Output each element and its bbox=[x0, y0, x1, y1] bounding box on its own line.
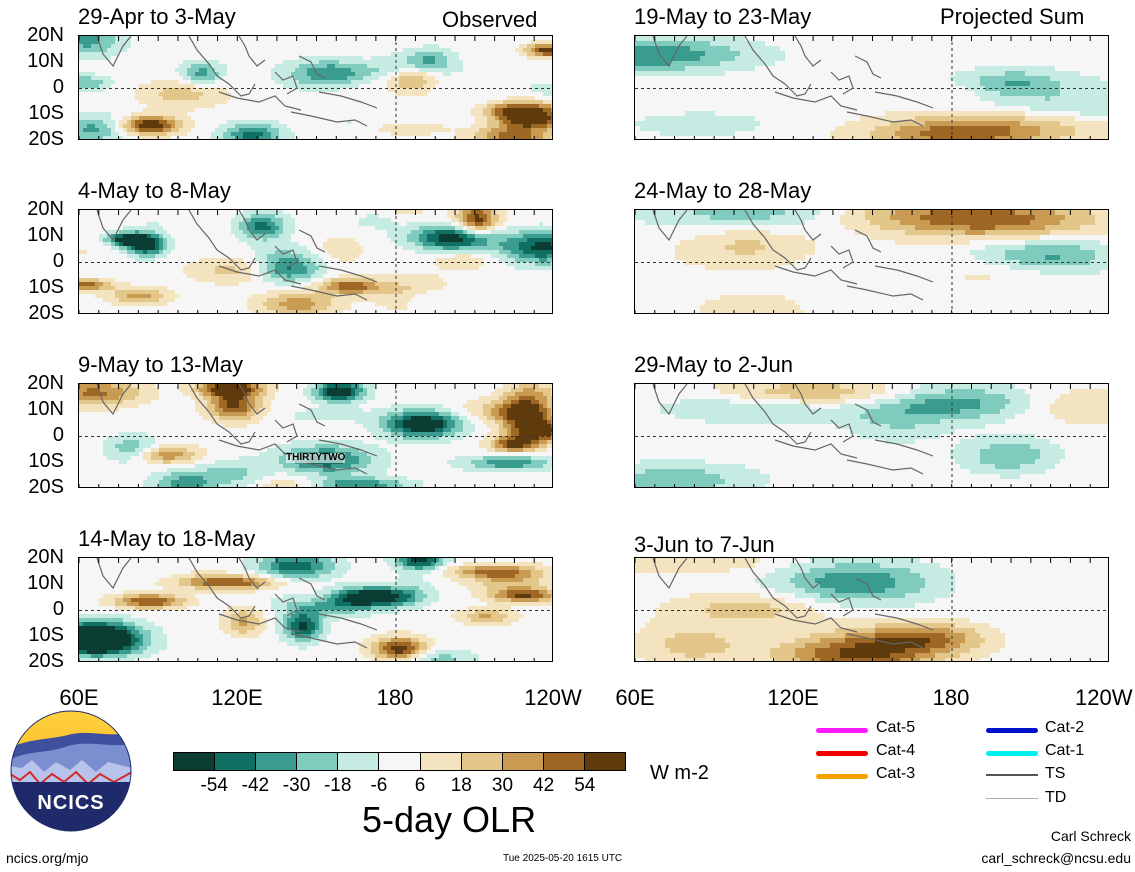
map-panel-observed-2 bbox=[78, 209, 553, 314]
colorbar-swatch bbox=[501, 753, 543, 770]
ncics-logo-text: NCICS bbox=[37, 792, 105, 814]
panel-title-8: 3-Jun to 7-Jun bbox=[634, 532, 775, 557]
footer-email[interactable]: carl_schreck@ncsu.edu bbox=[981, 850, 1131, 866]
lat-label-10n-row3: 10N bbox=[27, 398, 64, 420]
colorbar-tick-label: -18 bbox=[323, 775, 352, 796]
colorbar-swatch bbox=[378, 753, 420, 770]
colorbar-tick-label: 54 bbox=[574, 775, 596, 796]
lat-label-10s-row1: 10S bbox=[28, 102, 64, 124]
map-panel-projected-4 bbox=[634, 557, 1109, 662]
legend-label-cat1: Cat-1 bbox=[1045, 742, 1085, 759]
legend-line-cat1 bbox=[986, 751, 1038, 756]
lon-label-120e-right: 120E bbox=[767, 685, 819, 710]
colorbar-swatch bbox=[296, 753, 338, 770]
legend-label-cat2: Cat-2 bbox=[1045, 719, 1085, 736]
lat-label-10n-row1: 10N bbox=[27, 50, 64, 72]
lat-label-20s-row2: 20S bbox=[28, 302, 64, 324]
colorbar-tick-label: -30 bbox=[282, 775, 311, 796]
colorbar-swatch bbox=[214, 753, 256, 770]
lat-label-10s-row4: 10S bbox=[28, 624, 64, 646]
lat-label-20s-row4: 20S bbox=[28, 650, 64, 672]
map-panel-observed-1 bbox=[78, 35, 553, 140]
lon-label-60e-right: 60E bbox=[615, 685, 655, 710]
panel-title-3: 9-May to 13-May bbox=[78, 352, 244, 377]
colorbar bbox=[173, 752, 626, 771]
observed-label: Observed bbox=[442, 7, 538, 32]
map-panel-projected-3 bbox=[634, 383, 1109, 488]
lat-label-10s-row2: 10S bbox=[28, 276, 64, 298]
ncics-logo: NCICS bbox=[10, 710, 132, 832]
lat-label-0-row4: 0 bbox=[52, 598, 64, 620]
lat-label-10s-row3: 10S bbox=[28, 450, 64, 472]
colorbar-tick-label: 42 bbox=[533, 775, 555, 796]
footer-author: Carl Schreck bbox=[1050, 828, 1131, 844]
lat-label-20s-row3: 20S bbox=[28, 476, 64, 498]
legend-line-td bbox=[986, 798, 1038, 799]
lat-label-20s-row1: 20S bbox=[28, 128, 64, 150]
lat-label-10n-row4: 10N bbox=[27, 572, 64, 594]
lat-label-0-row2: 0 bbox=[52, 250, 64, 272]
panel-title-5: 19-May to 23-May bbox=[634, 4, 812, 29]
legend-line-cat4 bbox=[816, 751, 868, 756]
colorbar-swatch bbox=[419, 753, 461, 770]
legend-label-cat5: Cat-5 bbox=[876, 719, 916, 736]
lon-label-180-right: 180 bbox=[932, 685, 970, 710]
lat-label-0-row1: 0 bbox=[52, 76, 64, 98]
lat-label-0-row3: 0 bbox=[52, 424, 64, 446]
units-label: W m-2 bbox=[650, 762, 709, 784]
colorbar-tick-label: 30 bbox=[491, 775, 514, 796]
colorbar-swatch bbox=[255, 753, 297, 770]
lon-label-120w-right: 120W bbox=[1075, 687, 1133, 709]
colorbar-swatch bbox=[542, 753, 584, 770]
map-panel-observed-3 bbox=[78, 383, 553, 488]
colorbar-swatch bbox=[583, 753, 626, 770]
legend-label-ts: TS bbox=[1045, 765, 1066, 782]
legend-line-cat2 bbox=[986, 728, 1038, 733]
colorbar-swatch bbox=[174, 753, 215, 770]
footer-url[interactable]: ncics.org/mjo bbox=[6, 850, 89, 866]
panel-title-7: 29-May to 2-Jun bbox=[634, 352, 793, 377]
legend-label-cat3: Cat-3 bbox=[876, 765, 916, 782]
lat-label-20n-row1: 20N bbox=[27, 24, 64, 46]
map-panel-projected-2 bbox=[634, 209, 1109, 314]
lat-label-20n-row4: 20N bbox=[27, 546, 64, 568]
lon-label-120e-left: 120E bbox=[211, 685, 263, 710]
projected-sum-label: Projected Sum bbox=[940, 4, 1085, 29]
legend-label-cat4: Cat-4 bbox=[876, 742, 916, 759]
colorbar-tick-label: 6 bbox=[414, 775, 426, 796]
panel-title-4: 14-May to 18-May bbox=[78, 526, 256, 551]
lon-label-180-left: 180 bbox=[376, 685, 414, 710]
colorbar-swatch bbox=[460, 753, 502, 770]
map-panel-observed-4 bbox=[78, 557, 553, 662]
colorbar-tick-label: 18 bbox=[450, 775, 472, 796]
legend-line-cat5 bbox=[816, 728, 868, 733]
colorbar-tick-label: -6 bbox=[370, 775, 388, 796]
lat-label-10n-row2: 10N bbox=[27, 224, 64, 246]
colorbar-tick-label: -42 bbox=[241, 775, 270, 796]
panel-title-6: 24-May to 28-May bbox=[634, 178, 812, 203]
lon-label-60e-left: 60E bbox=[59, 685, 99, 710]
panel-title-1: 29-Apr to 3-May bbox=[78, 4, 236, 29]
storm-label-thirtytwo: THIRTYTWO bbox=[286, 452, 346, 463]
colorbar-swatch bbox=[337, 753, 379, 770]
legend-label-td: TD bbox=[1045, 789, 1067, 806]
legend-line-cat3 bbox=[816, 774, 868, 779]
footer-timestamp: Tue 2025-05-20 1615 UTC bbox=[503, 853, 623, 864]
legend-line-ts bbox=[986, 774, 1038, 776]
lat-label-20n-row3: 20N bbox=[27, 372, 64, 394]
lat-label-20n-row2: 20N bbox=[27, 198, 64, 220]
colorbar-tick-label: -54 bbox=[200, 775, 228, 796]
panel-title-2: 4-May to 8-May bbox=[78, 178, 231, 203]
map-panel-projected-1 bbox=[634, 35, 1109, 140]
colorbar-title: 5-day OLR bbox=[362, 799, 537, 840]
lon-label-120w-left: 120W bbox=[524, 685, 582, 710]
